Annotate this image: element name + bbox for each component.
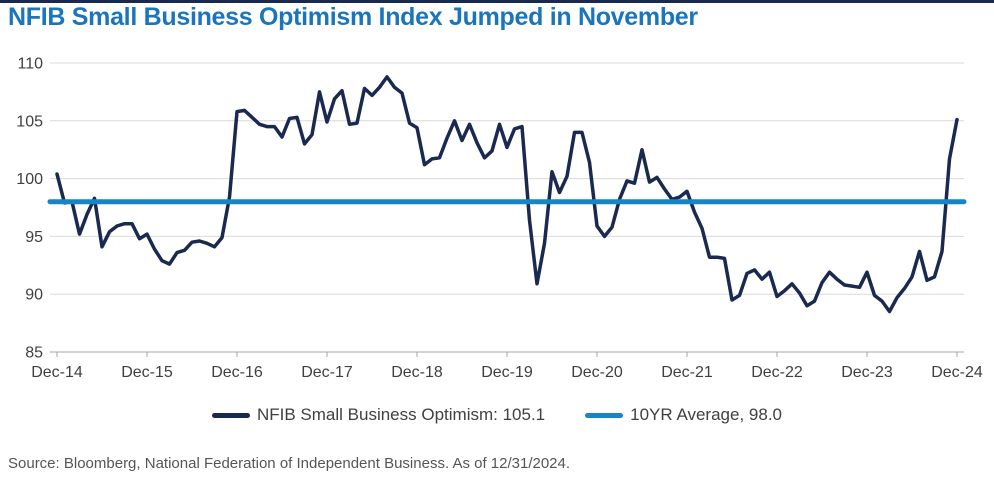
x-tick-label: Dec-19 bbox=[481, 364, 533, 381]
optimism-line-chart: 85 90 95 100 105 110 Dec-14 Dec-15 Dec-16 Dec-17 D… bbox=[16, 56, 983, 382]
y-tick-label: 90 bbox=[25, 287, 43, 304]
y-tick-label: 105 bbox=[16, 113, 43, 130]
y-tick-label: 100 bbox=[16, 171, 43, 188]
x-tick-label: Dec-23 bbox=[841, 364, 893, 381]
top-accent-bar bbox=[0, 0, 994, 3]
x-tick-label: Dec-14 bbox=[31, 364, 83, 381]
legend-label-average: 10YR Average, 98.0 bbox=[630, 405, 782, 424]
y-tick-label: 85 bbox=[25, 345, 43, 362]
average-line-swatch bbox=[585, 412, 624, 418]
chart-legend: NFIB Small Business Optimism: 105.1 10YR… bbox=[0, 403, 994, 427]
page-title: NFIB Small Business Optimism Index Jumpe… bbox=[8, 3, 698, 31]
x-tick-label: Dec-22 bbox=[751, 364, 803, 381]
x-tick-label: Dec-21 bbox=[661, 364, 713, 381]
y-tick-label: 95 bbox=[25, 229, 43, 246]
legend-item-average: 10YR Average, 98.0 bbox=[585, 405, 782, 425]
legend-label-optimism: NFIB Small Business Optimism: 105.1 bbox=[256, 405, 546, 424]
x-tick-label: Dec-24 bbox=[931, 364, 983, 381]
legend-item-optimism: NFIB Small Business Optimism: 105.1 bbox=[211, 405, 546, 425]
x-tick-label: Dec-18 bbox=[391, 364, 443, 381]
optimism-line-swatch bbox=[211, 412, 250, 418]
source-attribution: Source: Bloomberg, National Federation o… bbox=[8, 455, 571, 472]
x-tick-label: Dec-20 bbox=[571, 364, 623, 381]
optimism-data-line bbox=[55, 75, 959, 314]
x-tick-label: Dec-15 bbox=[121, 364, 173, 381]
x-tick-label: Dec-16 bbox=[211, 364, 263, 381]
x-tick-label: Dec-17 bbox=[301, 364, 353, 381]
y-tick-label: 110 bbox=[17, 56, 43, 73]
